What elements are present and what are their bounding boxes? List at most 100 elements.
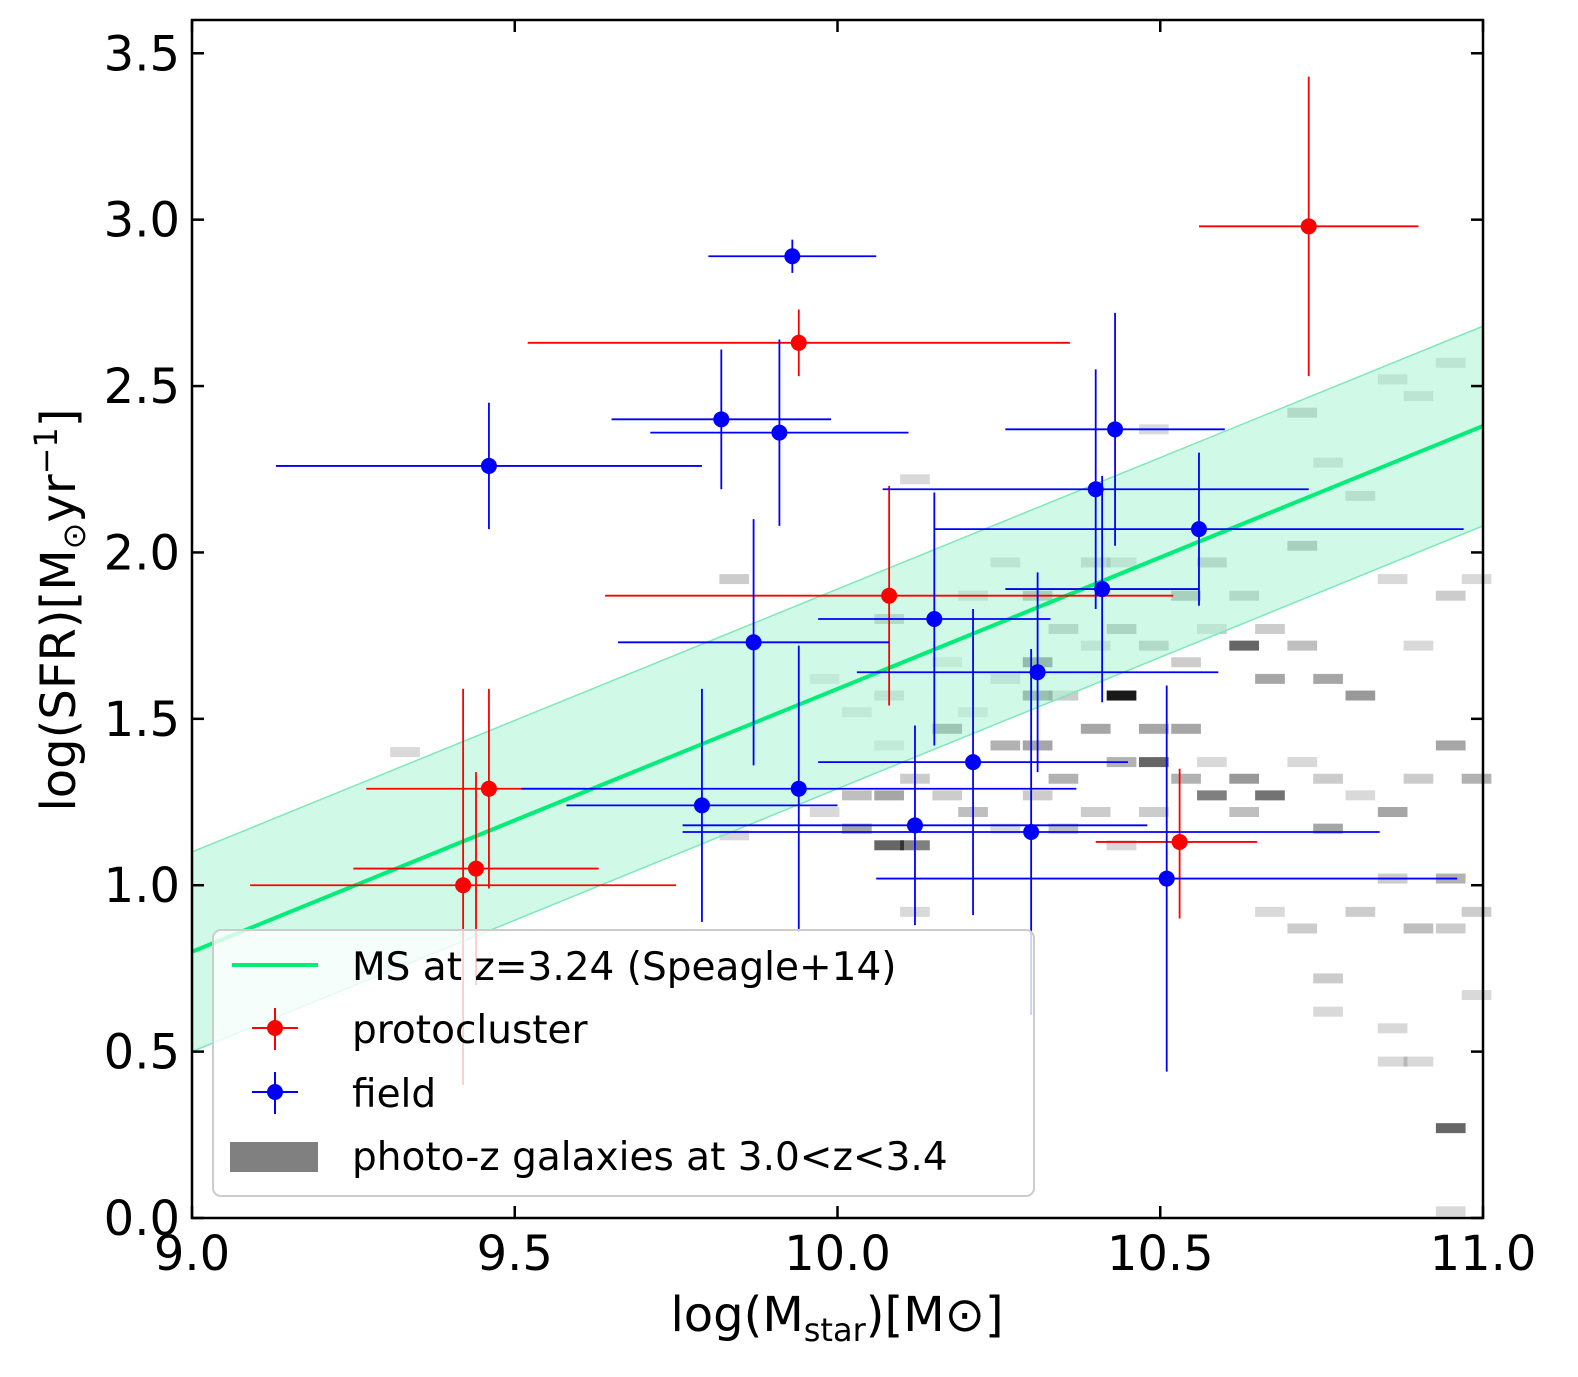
histogram-cell — [1313, 673, 1343, 684]
field-point — [790, 780, 807, 797]
histogram-cell — [1461, 990, 1492, 1001]
field-point — [745, 634, 762, 651]
histogram-cell — [1377, 1056, 1408, 1067]
protocluster-point — [468, 860, 485, 877]
histogram-cell — [990, 740, 1021, 751]
field-point — [1158, 870, 1175, 887]
histogram-cell — [1106, 690, 1137, 701]
field-point — [926, 611, 943, 627]
protocluster-point — [480, 780, 497, 797]
x-tick-label: 10.0 — [784, 1226, 891, 1282]
histogram-cell — [390, 747, 420, 758]
histogram-cell — [1255, 673, 1285, 684]
legend: MS at z=3.24 (Speagle+14) protocluster f… — [212, 929, 1035, 1197]
histogram-cell — [1048, 773, 1079, 784]
protocluster-point — [1300, 218, 1317, 235]
y-tick-label: 2.0 — [104, 525, 180, 581]
field-point — [1190, 521, 1207, 538]
histogram-cell — [1435, 1123, 1466, 1134]
histogram-cell — [1313, 823, 1343, 834]
histogram-cell — [1403, 773, 1434, 784]
histogram-cell — [1229, 773, 1260, 784]
histogram-cell — [1345, 690, 1376, 701]
histogram-cell — [1313, 1006, 1343, 1017]
legend-protocluster-marker — [267, 1020, 283, 1036]
histogram-cell — [1138, 723, 1169, 734]
histogram-cell — [842, 823, 872, 834]
legend-field-marker — [267, 1084, 283, 1100]
histogram-cell — [1287, 757, 1318, 768]
legend-photoz-patch — [230, 1142, 318, 1172]
field-point — [693, 797, 710, 814]
field-point — [906, 817, 923, 834]
histogram-cell — [1138, 757, 1169, 768]
histogram-cell — [1461, 906, 1492, 917]
x-tick-label: 9.5 — [477, 1226, 553, 1282]
y-tick-label: 2.5 — [104, 359, 180, 415]
ms-line — [191, 424, 1484, 954]
histogram-cell — [1138, 807, 1169, 818]
legend-label-photoz: photo-z galaxies at 3.0<z<3.4 — [352, 1135, 948, 1180]
x-tick-label: 11.0 — [1430, 1226, 1537, 1282]
protocluster-point — [1171, 833, 1188, 850]
histogram-cell — [1403, 640, 1434, 651]
histogram-cell — [1461, 773, 1492, 784]
histogram-cell — [1229, 807, 1260, 818]
histogram-cell — [874, 790, 904, 801]
series-field — [275, 239, 1464, 1072]
y-tick-label: 3.5 — [104, 26, 180, 82]
histogram-cell — [932, 790, 963, 801]
field-point — [480, 457, 497, 474]
histogram-cell — [1287, 923, 1318, 934]
histogram-cell — [1080, 723, 1111, 734]
histogram-cell — [1197, 757, 1227, 768]
histogram-cell — [1435, 923, 1466, 934]
histogram-cell — [1403, 923, 1434, 934]
field-point — [1023, 823, 1040, 840]
histogram-cell — [842, 790, 872, 801]
legend-box — [212, 929, 1035, 1197]
histogram-cell — [1345, 906, 1376, 917]
field-point — [1087, 481, 1104, 498]
histogram-cell — [1022, 790, 1053, 801]
histogram-cell — [1171, 723, 1201, 734]
histogram-cell — [1377, 574, 1408, 585]
legend-label-ms: MS at z=3.24 (Speagle+14) — [352, 945, 897, 990]
histogram-cell — [809, 807, 840, 818]
histogram-cell — [1377, 1023, 1408, 1034]
legend-label-field: field — [352, 1072, 436, 1117]
histogram-cell — [1197, 790, 1227, 801]
field-point — [1029, 664, 1046, 681]
histogram-cell — [719, 574, 750, 585]
histogram-cell — [1435, 740, 1466, 751]
field-point — [1094, 581, 1111, 598]
histogram-cell — [1345, 790, 1376, 801]
protocluster-point — [790, 334, 807, 351]
histogram-cell — [1255, 623, 1285, 634]
histogram-cell — [1048, 823, 1079, 834]
field-point — [784, 248, 801, 265]
histogram-cell — [900, 474, 930, 485]
y-tick-label: 3.0 — [104, 193, 180, 249]
protocluster-point — [881, 587, 898, 604]
field-point — [771, 424, 788, 441]
histogram-cell — [1287, 640, 1318, 651]
y-tick-label: 0.5 — [104, 1025, 180, 1081]
field-point — [713, 411, 730, 428]
legend-label-protocluster: protocluster — [352, 1008, 589, 1053]
histogram-cell — [1461, 574, 1492, 585]
histogram-cell — [1435, 590, 1466, 601]
histogram-cell — [1403, 1056, 1434, 1067]
histogram-cell — [1313, 973, 1343, 984]
histogram-cell — [990, 823, 1021, 834]
histogram-cell — [1171, 773, 1201, 784]
histogram-cell — [1171, 657, 1201, 668]
histogram-cell — [1229, 640, 1260, 651]
histogram-cell — [1313, 773, 1343, 784]
axis-ticks: 9.0 9.5 10.0 10.5 11.0 0.0 0.5 1.0 1.5 2.0 2.5 3.0 3… — [104, 20, 1537, 1282]
field-point — [1107, 421, 1124, 438]
y-tick-label: 1.0 — [104, 858, 180, 914]
y-tick-label: 0.0 — [104, 1191, 180, 1247]
x-axis-label: log(Mstar)[M⊙] — [670, 1287, 1003, 1349]
